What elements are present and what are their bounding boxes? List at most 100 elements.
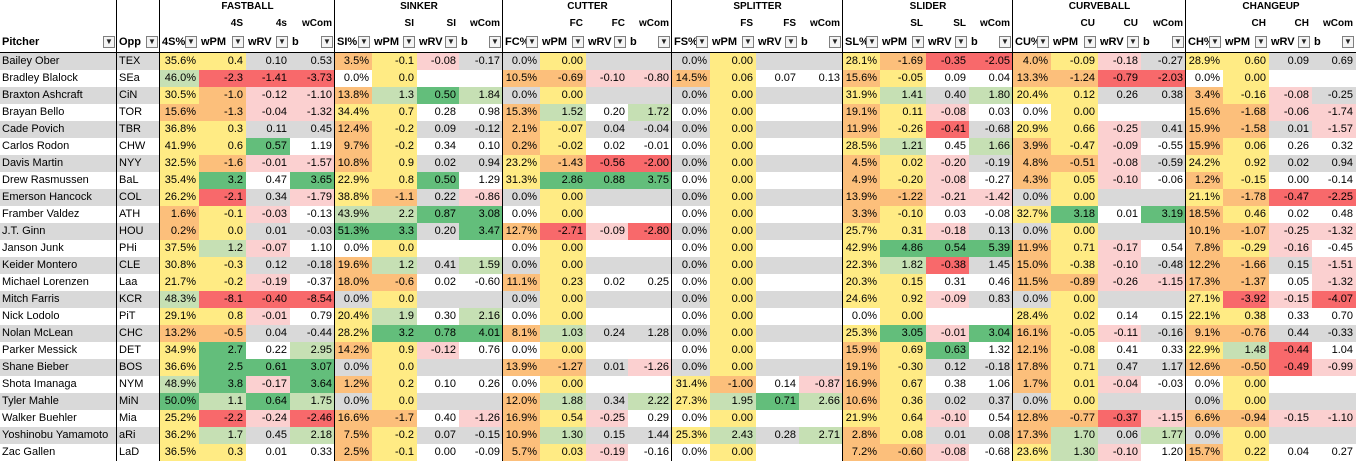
stat-cell[interactable]: -0.6 — [372, 274, 417, 291]
stat-cell[interactable]: -0.5 — [199, 325, 246, 342]
stat-cell[interactable]: 22.3% — [843, 257, 880, 274]
stat-cell[interactable] — [628, 189, 672, 206]
stat-cell[interactable]: 1.2% — [1186, 172, 1223, 189]
pitcher-name-cell[interactable]: Yoshinobu Yamamoto — [2, 429, 109, 441]
stat-cell[interactable]: 0.09 — [944, 72, 966, 84]
stat-cell[interactable]: -0.20 — [926, 155, 969, 172]
column-header-24[interactable]: wRV ▼ — [1098, 33, 1141, 51]
stat-cell[interactable] — [756, 257, 799, 274]
stat-cell[interactable] — [586, 291, 628, 308]
stat-cell[interactable]: -0.86 — [459, 189, 503, 206]
stat-cell[interactable]: 0.69 — [880, 342, 926, 359]
stat-cell[interactable]: 0.44 — [1287, 327, 1309, 339]
stat-cell[interactable]: -2.03 — [1141, 70, 1186, 87]
pitcher-name-cell[interactable]: Janson Junk — [2, 242, 64, 254]
stat-cell[interactable]: 3.2 — [199, 172, 246, 189]
stat-cell[interactable] — [628, 87, 672, 104]
stat-cell[interactable]: -0.07 — [246, 240, 290, 257]
stat-cell[interactable]: -0.08 — [417, 53, 459, 70]
table-row[interactable]: Emerson Hancock COL 26.2% -2.1 0.34 -1.79 38.8… — [0, 189, 1356, 206]
stat-cell[interactable]: 0.41 — [1116, 344, 1138, 356]
stat-cell[interactable] — [628, 257, 672, 274]
stat-cell[interactable] — [628, 376, 672, 393]
stat-cell[interactable]: -0.76 — [1223, 325, 1269, 342]
filter-dropdown-icon[interactable]: ▼ — [358, 36, 370, 48]
stat-cell[interactable]: -0.30 — [880, 359, 926, 376]
stat-cell[interactable]: 0.00 — [1051, 223, 1098, 240]
stat-cell[interactable]: 0.25 — [647, 276, 669, 288]
stat-cell[interactable]: 26.2% — [160, 189, 199, 206]
column-header-28[interactable]: wRV ▼ — [1269, 33, 1312, 51]
stat-cell[interactable]: -0.14 — [1327, 174, 1353, 186]
stat-cell[interactable]: -2.1 — [199, 189, 246, 206]
stat-cell[interactable]: -1.32 — [1312, 274, 1356, 291]
stat-cell[interactable]: 0.46 — [1223, 206, 1269, 223]
stat-cell[interactable]: 0.08 — [880, 427, 926, 444]
stat-cell[interactable]: -1.41 — [246, 70, 290, 87]
stat-cell[interactable]: 36.6% — [160, 359, 199, 376]
stat-cell[interactable]: 25.7% — [843, 223, 880, 240]
stat-cell[interactable]: 0.54 — [988, 412, 1010, 424]
stat-cell[interactable]: -0.10 — [586, 70, 628, 87]
stat-cell[interactable]: 13.8% — [335, 87, 372, 104]
stat-cell[interactable] — [756, 206, 799, 223]
filter-dropdown-icon[interactable]: ▼ — [232, 36, 244, 48]
stat-cell[interactable]: 1.19 — [310, 140, 332, 152]
stat-cell[interactable]: -1.79 — [290, 189, 335, 206]
stat-cell[interactable] — [1098, 393, 1141, 410]
stat-cell[interactable] — [799, 444, 843, 461]
stat-cell[interactable]: 0.00 — [1223, 393, 1269, 410]
stat-cell[interactable]: -0.3 — [199, 257, 246, 274]
stat-cell[interactable]: -0.47 — [1269, 189, 1312, 206]
stat-cell[interactable]: 11.1% — [503, 274, 540, 291]
stat-cell[interactable]: 0.50 — [417, 87, 459, 104]
stat-cell[interactable]: -0.10 — [926, 410, 969, 427]
stat-cell[interactable]: 0.26 — [1287, 140, 1309, 152]
stat-cell[interactable]: 1.17 — [1161, 361, 1183, 373]
stat-cell[interactable]: -2.00 — [628, 155, 672, 172]
column-header-27[interactable]: wPM ▼ — [1223, 33, 1269, 51]
column-header-26[interactable]: CH% ▼ — [1186, 33, 1223, 51]
opponent-cell[interactable]: NYM — [119, 378, 144, 390]
stat-cell[interactable]: 0.0% — [511, 259, 537, 271]
stat-cell[interactable] — [586, 376, 628, 393]
filter-dropdown-icon[interactable]: ▼ — [185, 36, 197, 48]
stat-cell[interactable]: 0.03 — [944, 208, 966, 220]
stat-cell[interactable]: -0.25 — [1269, 223, 1312, 240]
stat-cell[interactable]: 1.04 — [1331, 344, 1353, 356]
stat-cell[interactable]: 2.71 — [799, 427, 843, 444]
stat-cell[interactable]: -0.19 — [246, 274, 290, 291]
filter-dropdown-icon[interactable]: ▼ — [785, 36, 797, 48]
stat-cell[interactable]: 0.8 — [372, 172, 417, 189]
stat-cell[interactable]: -0.08 — [984, 208, 1010, 220]
stat-cell[interactable]: 0.61 — [246, 359, 290, 376]
stat-cell[interactable]: -0.16 — [1157, 327, 1183, 339]
stat-cell[interactable]: -1.22 — [880, 189, 926, 206]
stat-cell[interactable]: 25.3% — [843, 325, 880, 342]
column-header-6[interactable]: SI% ▼ — [335, 33, 372, 51]
stat-cell[interactable]: 32.7% — [1013, 206, 1051, 223]
pitcher-name-cell[interactable]: Shane Bieber — [2, 361, 69, 373]
stat-cell[interactable]: 23.2% — [503, 155, 540, 172]
opponent-cell[interactable]: PHi — [119, 242, 137, 254]
stat-cell[interactable]: 0.88 — [586, 172, 628, 189]
stat-cell[interactable]: 0.0% — [681, 293, 707, 305]
stat-cell[interactable]: -0.10 — [1098, 444, 1141, 461]
stat-cell[interactable]: -0.50 — [1223, 359, 1269, 376]
stat-cell[interactable] — [459, 359, 503, 376]
stat-cell[interactable]: 0.66 — [1051, 121, 1098, 138]
stat-cell[interactable] — [1312, 70, 1356, 87]
column-header-22[interactable]: CU% ▼ — [1013, 33, 1051, 51]
stat-cell[interactable] — [417, 393, 459, 410]
stat-cell[interactable]: 22.1% — [1186, 308, 1223, 325]
stat-cell[interactable]: -2.25 — [1312, 189, 1356, 206]
stat-cell[interactable]: 2.66 — [799, 393, 843, 410]
stat-cell[interactable] — [799, 87, 843, 104]
stat-cell[interactable]: 0.54 — [926, 240, 969, 257]
stat-cell[interactable]: -0.1 — [372, 53, 417, 70]
stat-cell[interactable]: 0.22 — [1223, 444, 1269, 461]
filter-dropdown-icon[interactable]: ▼ — [445, 36, 457, 48]
stat-cell[interactable]: 0.40 — [434, 412, 456, 424]
stat-cell[interactable]: 0.00 — [710, 308, 756, 325]
stat-cell[interactable]: 29.1% — [160, 308, 199, 325]
